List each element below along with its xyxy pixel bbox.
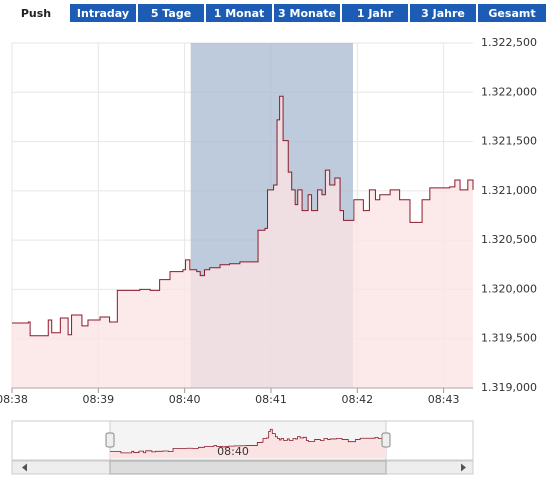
navigator-handle[interactable] (105, 432, 115, 448)
navigator-label: 08:40 (217, 445, 249, 458)
tab-bg[interactable] (4, 4, 68, 22)
area (12, 96, 473, 388)
y-tick-label: 1.322,500 (481, 36, 537, 49)
navigator-handle[interactable] (381, 432, 391, 448)
tab[interactable]: 5 Tage (138, 4, 204, 22)
tab-bg[interactable] (70, 4, 136, 22)
tab-bg[interactable] (138, 4, 204, 22)
y-tick-label: 1.320,500 (481, 233, 537, 246)
tab-bg[interactable] (478, 4, 546, 22)
tab-bg[interactable] (206, 4, 272, 22)
scroll-left[interactable] (22, 463, 27, 472)
navigator-line (110, 428, 387, 454)
y-tick-label: 1.322,000 (481, 85, 537, 98)
x-tick-label: 08:38 (0, 393, 28, 406)
tab-label[interactable]: 1 Monat (214, 7, 265, 20)
navigator-area (110, 429, 386, 458)
tab-label[interactable]: Gesamt (488, 7, 535, 20)
tab[interactable]: 1 Jahr (342, 4, 408, 22)
tab-label[interactable]: Push (21, 7, 51, 20)
tab-bg[interactable] (410, 4, 476, 22)
scrollbar-thumb[interactable] (109, 460, 387, 475)
line (12, 95, 474, 337)
scroll-right[interactable] (461, 463, 466, 472)
tab[interactable]: 1 Monat (206, 4, 272, 22)
y-tick-label: 1.320,000 (481, 282, 537, 295)
tab-label[interactable]: 5 Tage (151, 7, 191, 20)
x-tick-label: 08:40 (169, 393, 201, 406)
tab-label[interactable]: 3 Monate (278, 7, 336, 20)
y-tick-label: 1.319,000 (481, 381, 537, 394)
x-tick-label: 08:39 (82, 393, 114, 406)
tab-bg[interactable] (274, 4, 340, 22)
tab-label[interactable]: 1 Jahr (357, 7, 394, 20)
x-tick-label: 08:43 (428, 393, 460, 406)
y-tick-label: 1.319,500 (481, 332, 537, 345)
tab-bg[interactable] (342, 4, 408, 22)
x-tick-label: 08:42 (341, 393, 373, 406)
x-tick-label: 08:41 (255, 393, 287, 406)
tab[interactable]: Intraday (70, 4, 136, 22)
y-tick-label: 1.321,500 (481, 135, 537, 148)
tab-label[interactable]: Intraday (77, 7, 129, 20)
tab[interactable]: 3 Monate (274, 4, 340, 22)
tab[interactable]: Gesamt (478, 4, 546, 22)
tab[interactable]: Push (4, 4, 68, 22)
y-tick-label: 1.321,000 (481, 184, 537, 197)
tab-label[interactable]: 3 Jahre (421, 7, 465, 20)
tab[interactable]: 3 Jahre (410, 4, 476, 22)
